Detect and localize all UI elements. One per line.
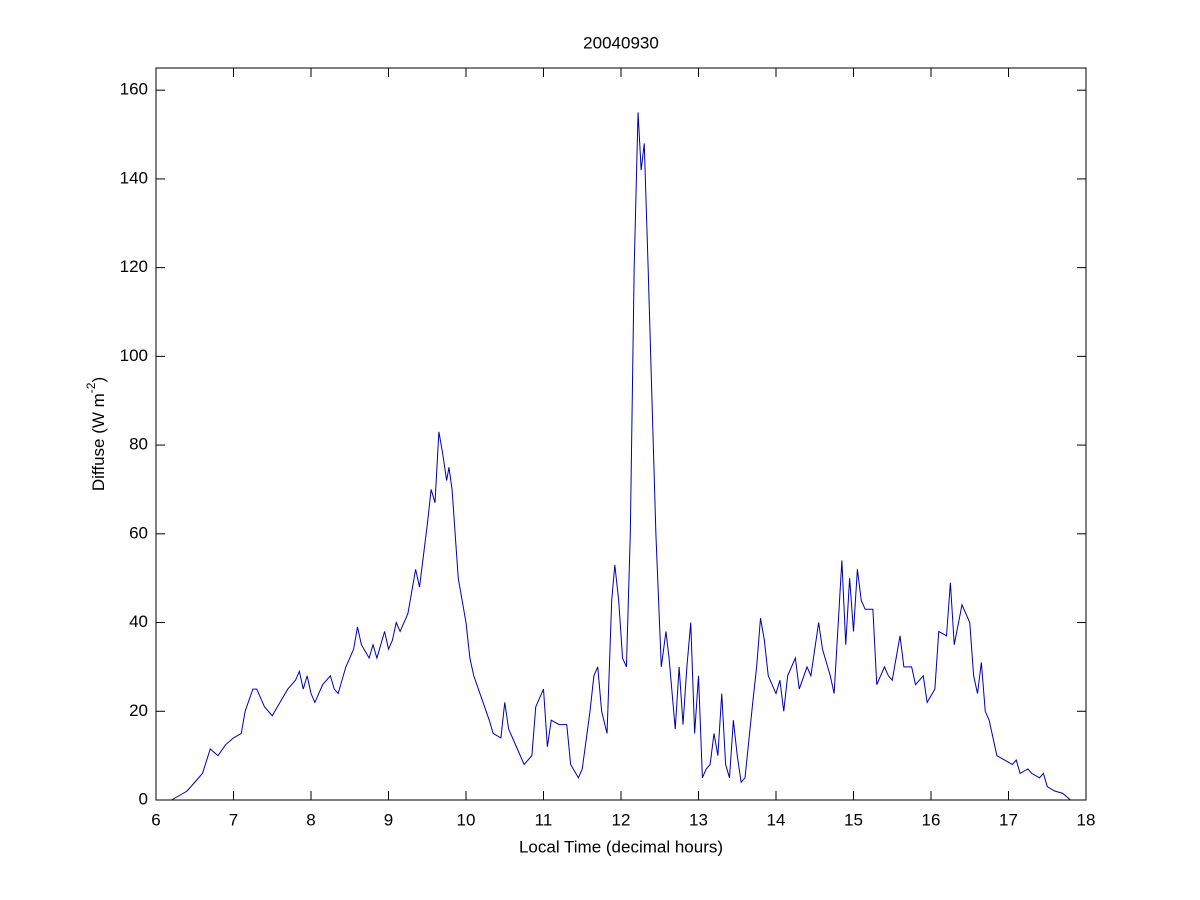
y-tick-label: 20 xyxy=(129,701,148,720)
x-tick-label: 9 xyxy=(384,810,393,829)
y-tick-label: 80 xyxy=(129,435,148,454)
x-tick-label: 17 xyxy=(999,810,1018,829)
data-line xyxy=(171,112,1071,801)
y-tick-label: 140 xyxy=(120,168,148,187)
y-tick-label: 0 xyxy=(139,789,148,808)
x-tick-label: 12 xyxy=(612,810,631,829)
x-tick-label: 14 xyxy=(767,810,786,829)
y-axis-label-text: Diffuse (W m xyxy=(89,393,108,491)
y-axis-label: Diffuse (W m-2) xyxy=(84,377,108,491)
y-tick-label: 120 xyxy=(120,257,148,276)
plot-frame xyxy=(155,67,1087,801)
y-tick-label: 100 xyxy=(120,346,148,365)
y-tick-label: 160 xyxy=(120,80,148,99)
chart-title: 20040930 xyxy=(583,33,659,52)
x-tick-label: 6 xyxy=(151,810,160,829)
x-tick-label: 8 xyxy=(306,810,315,829)
x-tick-label: 10 xyxy=(457,810,476,829)
y-tick-label: 40 xyxy=(129,612,148,631)
y-axis-label-end: ) xyxy=(89,377,108,383)
x-tick-label: 18 xyxy=(1077,810,1096,829)
y-tick-label: 60 xyxy=(129,523,148,542)
x-tick-label: 16 xyxy=(922,810,941,829)
x-tick-label: 7 xyxy=(229,810,238,829)
y-axis-label-sup: -2 xyxy=(84,382,98,393)
x-axis-label: Local Time (decimal hours) xyxy=(519,837,723,856)
x-tick-label: 13 xyxy=(689,810,708,829)
x-tick-label: 11 xyxy=(535,810,553,829)
x-tick-label: 15 xyxy=(844,810,863,829)
